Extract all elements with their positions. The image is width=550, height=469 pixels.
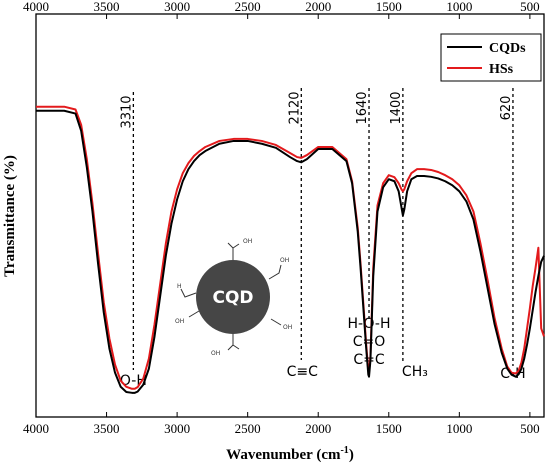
x-tick-label-bottom: 2500: [235, 421, 261, 436]
x-tick-label-top: 3500: [94, 0, 120, 14]
functional-group-bonds: [180, 242, 282, 351]
peak-wavenumber-1400: 1400: [389, 91, 404, 124]
group-label-left: H: [177, 283, 182, 290]
functional-group-1640-0: H-O-H: [348, 316, 391, 332]
x-tick-label-top: 1500: [376, 0, 402, 14]
x-tick-label-top: 4000: [23, 0, 49, 14]
legend: CQDs HSs: [440, 33, 542, 82]
series-group: [36, 105, 545, 394]
x-tick-label-bottom: 3500: [94, 421, 120, 436]
legend-box: [440, 33, 542, 82]
group-label-lower-left: OH: [175, 318, 184, 325]
cqd-dot: [196, 260, 270, 334]
peak-wavenumber-620: 620: [499, 96, 514, 121]
x-tick-label-bottom: 1500: [376, 421, 402, 436]
x-axis-bottom-ticks: 4000 3500 3000 2500 2000 1500 1000 500: [23, 412, 540, 436]
series-line-hss: [36, 105, 545, 390]
functional-group-2120-0: C≡C: [287, 364, 319, 380]
peak-wavenumber-2120: 2120: [287, 91, 302, 124]
x-tick-label-bottom: 3000: [164, 421, 190, 436]
peak-wavenumber-1640: 1640: [355, 91, 370, 124]
functional-group-1400-0: CH₃: [402, 364, 428, 380]
group-label-lower-right: OH: [283, 324, 292, 331]
legend-label-hss: HSs: [489, 62, 514, 77]
group-label-top: OH: [243, 238, 252, 245]
x-tick-label-bottom: 1000: [446, 421, 472, 436]
x-tick-label-top: 500: [520, 0, 540, 14]
x-axis-title: Wavenumber (cm-1): [226, 445, 354, 463]
legend-label-cqds: CQDs: [489, 41, 526, 56]
cqd-inset: CQD OH OH OH H OH OH: [175, 238, 292, 357]
x-tick-label-bottom: 4000: [23, 421, 49, 436]
functional-group-1640-1: C=O: [353, 334, 386, 350]
group-label-upper-right: OH: [280, 257, 289, 264]
plot-frame: [35, 13, 545, 418]
cqd-label: CQD: [212, 288, 253, 308]
x-tick-label-top: 2000: [305, 0, 331, 14]
peak-annotations: 3310O-H2120C≡C1640H-O-HC=OC=C1400CH₃620C…: [119, 88, 526, 389]
x-tick-label-bottom: 500: [520, 421, 540, 436]
peak-wavenumber-3310: 3310: [119, 95, 134, 128]
x-tick-label-top: 1000: [446, 0, 472, 14]
series-line-cqds: [36, 109, 545, 394]
x-tick-label-top: 3000: [164, 0, 190, 14]
x-tick-label-bottom: 2000: [305, 421, 331, 436]
group-label-bottom: OH: [211, 350, 220, 357]
y-axis-title: Transmittance (%): [2, 155, 18, 277]
x-axis-top-ticks: 4000 3500 3000 2500 2000 1500 1000 500: [23, 0, 540, 19]
x-tick-label-top: 2500: [235, 0, 261, 14]
